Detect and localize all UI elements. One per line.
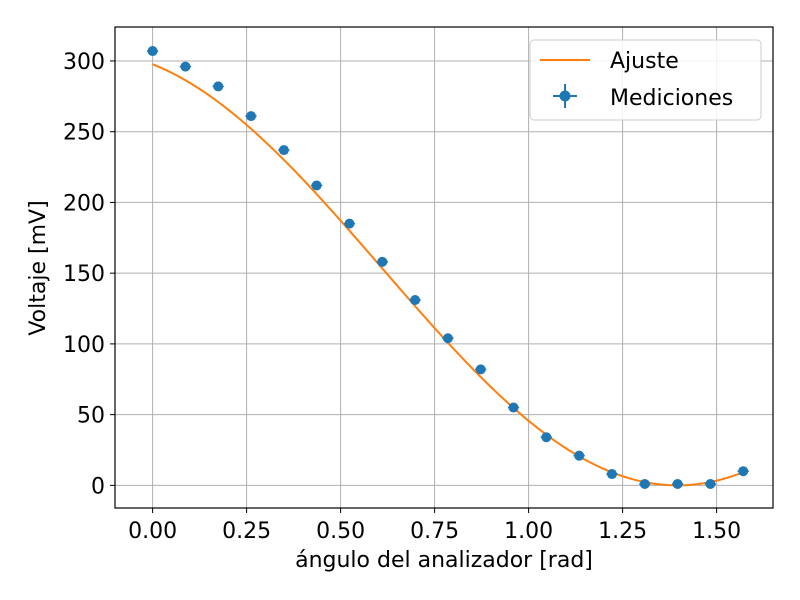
plot-frame bbox=[114, 26, 774, 509]
legend: Ajuste Mediciones bbox=[529, 39, 762, 121]
x-axis: 0.00 0.25 0.50 0.75 1.00 1.25 1.50 bbox=[128, 508, 741, 544]
data-point bbox=[179, 61, 192, 72]
legend-measurement-label: Mediciones bbox=[610, 86, 733, 111]
x-tick-label: 0.00 bbox=[128, 519, 177, 544]
legend-fit-label: Ajuste bbox=[610, 49, 679, 74]
y-tick-label: 300 bbox=[63, 50, 105, 75]
data-point bbox=[278, 145, 290, 156]
data-point bbox=[573, 450, 585, 461]
y-axis-label: Voltaje [mV] bbox=[26, 200, 51, 335]
data-point bbox=[212, 81, 224, 92]
data-point bbox=[606, 469, 618, 480]
data-point bbox=[343, 218, 356, 229]
x-tick-label: 1.00 bbox=[504, 519, 553, 544]
data-point bbox=[311, 180, 323, 191]
data-point bbox=[540, 432, 552, 443]
x-axis-label: ángulo del analizador [rad] bbox=[295, 548, 593, 573]
data-point bbox=[409, 295, 421, 306]
fit-line bbox=[152, 63, 744, 487]
x-tick-label: 0.50 bbox=[316, 519, 365, 544]
data-point bbox=[507, 402, 520, 413]
x-tick-label: 0.75 bbox=[410, 519, 459, 544]
data-point bbox=[737, 466, 749, 477]
data-point bbox=[475, 364, 487, 375]
y-tick-label: 200 bbox=[63, 191, 105, 216]
legend-measurement-swatch bbox=[553, 84, 577, 108]
y-tick-label: 250 bbox=[63, 121, 105, 146]
x-tick-label: 1.25 bbox=[598, 519, 647, 544]
data-point bbox=[146, 46, 159, 57]
y-tick-label: 150 bbox=[63, 262, 105, 287]
fit-series bbox=[152, 63, 744, 487]
y-axis: 0 50 100 150 200 250 300 bbox=[63, 50, 115, 499]
y-tick-label: 0 bbox=[91, 474, 105, 499]
y-tick-label: 50 bbox=[77, 404, 105, 429]
data-point bbox=[245, 111, 257, 122]
data-point bbox=[704, 478, 717, 489]
y-tick-label: 100 bbox=[63, 333, 105, 358]
data-point bbox=[639, 478, 651, 489]
data-point bbox=[442, 333, 454, 344]
data-point bbox=[376, 256, 388, 267]
x-tick-label: 1.50 bbox=[692, 519, 741, 544]
measurement-series bbox=[146, 46, 749, 489]
x-tick-label: 0.25 bbox=[222, 519, 271, 544]
data-point bbox=[671, 478, 684, 489]
